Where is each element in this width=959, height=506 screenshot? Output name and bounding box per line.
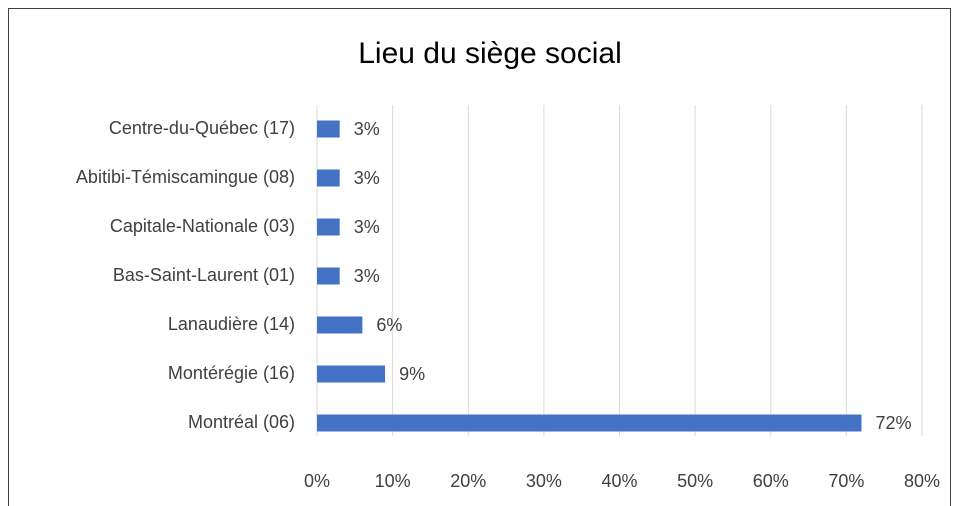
- y-tick-label: Bas-Saint-Laurent (01): [113, 265, 295, 285]
- y-tick-label: Centre-du-Québec (17): [109, 118, 295, 138]
- bar: [317, 316, 363, 334]
- bar: [317, 169, 340, 187]
- data-label: 3%: [354, 266, 380, 286]
- y-tick-label: Lanaudière (14): [168, 314, 295, 334]
- y-tick-label: Abitibi-Témiscamingue (08): [76, 167, 295, 187]
- x-tick-label: 20%: [450, 471, 486, 491]
- chart-title: Lieu du siège social: [358, 37, 622, 70]
- data-label: 9%: [399, 364, 425, 384]
- data-label: 6%: [376, 315, 402, 335]
- x-tick-label: 50%: [677, 471, 713, 491]
- x-tick-label: 10%: [375, 471, 411, 491]
- bar: [317, 218, 340, 236]
- x-tick-label: 0%: [304, 471, 330, 491]
- x-tick-label: 40%: [601, 471, 637, 491]
- y-tick-label: Capitale-Nationale (03): [110, 216, 295, 236]
- bar: [317, 267, 340, 285]
- bar: [317, 414, 862, 432]
- x-tick-label: 70%: [828, 471, 864, 491]
- bar: [317, 120, 340, 138]
- data-label: 3%: [354, 119, 380, 139]
- y-tick-label: Montréal (06): [188, 412, 295, 432]
- x-tick-label: 60%: [753, 471, 789, 491]
- data-label: 3%: [354, 168, 380, 188]
- data-label: 3%: [354, 217, 380, 237]
- y-tick-label: Montérégie (16): [168, 363, 295, 383]
- x-tick-label: 30%: [526, 471, 562, 491]
- x-tick-label: 80%: [904, 471, 940, 491]
- data-label: 72%: [876, 413, 912, 433]
- bar: [317, 365, 386, 383]
